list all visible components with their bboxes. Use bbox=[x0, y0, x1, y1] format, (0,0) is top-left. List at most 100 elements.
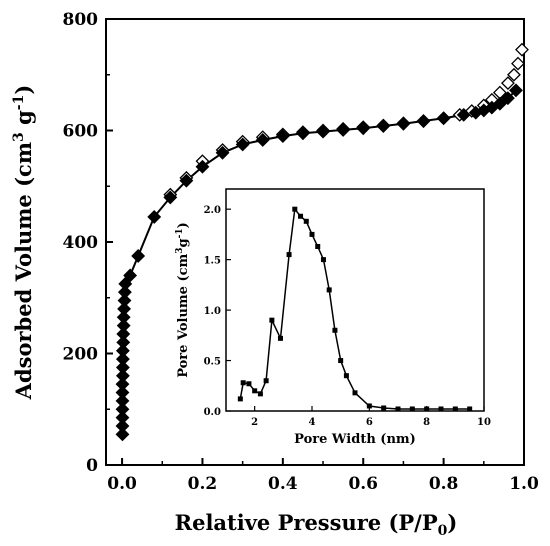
desorption-point bbox=[507, 67, 521, 82]
adsorption-point bbox=[396, 116, 411, 131]
inset-series-line bbox=[239, 207, 470, 410]
inset-data-point bbox=[277, 335, 283, 341]
adsorption-point bbox=[123, 268, 138, 283]
adsorption-point bbox=[255, 133, 270, 147]
adsorption-point bbox=[131, 249, 146, 263]
adsorption-point bbox=[115, 410, 130, 425]
inset-y-tick-label: 0.5 bbox=[204, 357, 221, 368]
inset-data-point bbox=[237, 396, 243, 402]
inset-x-tick-label: 4 bbox=[309, 417, 316, 428]
adsorption-point bbox=[501, 91, 515, 106]
adsorption-point bbox=[376, 119, 391, 133]
adsorption-point bbox=[116, 310, 131, 325]
adsorption-point bbox=[147, 209, 162, 224]
inset-x-tick-label: 2 bbox=[251, 417, 258, 428]
inset-data-point bbox=[338, 358, 344, 364]
inset-data-marks bbox=[237, 206, 473, 412]
main-y-tick-label: 0 bbox=[86, 456, 98, 476]
adsorption-point bbox=[117, 301, 132, 316]
adsorption-point bbox=[117, 293, 132, 308]
desorption-point bbox=[501, 76, 515, 91]
adsorption-point bbox=[115, 402, 130, 417]
inset-x-tick-label: 8 bbox=[423, 417, 430, 428]
adsorption-point bbox=[456, 107, 471, 122]
adsorption-point bbox=[115, 360, 130, 375]
main-tick-labels: 0.0 0.2 0.4 0.6 0.8 1.0 0 200 400 600 800 bbox=[63, 10, 539, 494]
adsorption-point bbox=[492, 96, 507, 111]
inset-data-point bbox=[352, 390, 358, 396]
inset-y-axis-label: Pore Volume (cm3g-1) bbox=[175, 222, 191, 378]
main-data-marks bbox=[115, 42, 529, 442]
main-y-tick-label: 400 bbox=[63, 233, 99, 253]
adsorption-point bbox=[316, 124, 330, 139]
main-ticks bbox=[106, 18, 525, 466]
inset-data-point bbox=[320, 257, 326, 263]
inset-data-point bbox=[303, 218, 309, 224]
inset-y-tick-label: 2.0 bbox=[204, 205, 221, 216]
inset-data-point bbox=[424, 406, 430, 412]
inset-data-point bbox=[381, 405, 387, 411]
inset-data-point bbox=[263, 378, 269, 384]
inset-data-point bbox=[452, 406, 458, 412]
inset-plot-frame bbox=[225, 188, 485, 412]
inset-x-tick-label: 6 bbox=[366, 417, 373, 428]
adsorption-point bbox=[116, 335, 131, 350]
main-y-tick-label: 200 bbox=[63, 345, 99, 365]
adsorption-point bbox=[215, 145, 230, 160]
inset-data-point bbox=[332, 327, 338, 333]
main-x-tick-label: 1.0 bbox=[509, 474, 539, 494]
adsorption-point bbox=[195, 159, 210, 174]
main-x-tick-label: 0.4 bbox=[268, 474, 298, 494]
adsorption-point bbox=[116, 318, 131, 333]
inset-data-point bbox=[240, 380, 246, 386]
inset-data-point bbox=[286, 252, 292, 258]
inset-data-point bbox=[395, 406, 401, 412]
adsorption-point bbox=[115, 343, 130, 358]
adsorption-point bbox=[115, 377, 130, 392]
main-x-axis-label: Relative Pressure (P/P0) bbox=[175, 510, 458, 539]
inset-y-tick-label: 1.0 bbox=[204, 306, 221, 317]
adsorption-point bbox=[179, 173, 194, 188]
adsorption-point bbox=[509, 83, 523, 98]
main-x-tick-label: 0.0 bbox=[107, 474, 137, 494]
inset-data-point bbox=[409, 406, 415, 412]
main-y-axis-label: Adsorbed Volume (cm3 g-1) bbox=[11, 85, 36, 401]
adsorption-point bbox=[163, 190, 178, 205]
adsorption-point bbox=[115, 352, 130, 366]
adsorption-point bbox=[115, 385, 130, 400]
adsorption-point bbox=[115, 419, 130, 433]
inset-data-point bbox=[438, 406, 444, 412]
inset-data-point bbox=[298, 213, 304, 219]
adsorption-point bbox=[296, 126, 310, 141]
inset-data-point bbox=[366, 403, 372, 409]
adsorption-point bbox=[116, 327, 131, 341]
main-y-tick-label: 600 bbox=[63, 122, 99, 142]
main-x-tick-label: 0.8 bbox=[429, 474, 459, 494]
inset-y-tick-label: 1.5 bbox=[204, 256, 221, 267]
inset-y-tick-label: 0.0 bbox=[204, 407, 221, 418]
adsorption-point bbox=[118, 276, 133, 291]
inset-tick-labels: 2 4 6 8 10 0.0 0.5 1.0 1.5 2.0 bbox=[204, 205, 491, 428]
inset-x-tick-label: 10 bbox=[477, 417, 491, 428]
desorption-point bbox=[511, 56, 525, 71]
adsorption-point bbox=[416, 114, 431, 128]
inset-data-point bbox=[467, 406, 473, 412]
desorption-point bbox=[515, 42, 529, 57]
inset-data-point bbox=[309, 231, 315, 237]
inset-data-point bbox=[292, 206, 298, 212]
adsorption-point bbox=[115, 368, 130, 383]
adsorption-point bbox=[356, 121, 371, 136]
adsorption-point bbox=[115, 393, 130, 408]
inset-data-point bbox=[326, 287, 332, 293]
inset-x-axis-label: Pore Width (nm) bbox=[294, 432, 416, 447]
adsorption-point bbox=[115, 427, 130, 442]
main-x-tick-label: 0.6 bbox=[348, 474, 378, 494]
main-y-tick-label: 800 bbox=[63, 10, 99, 30]
inset-data-point bbox=[269, 317, 275, 323]
inset-data-point bbox=[246, 381, 252, 387]
inset-data-point bbox=[257, 391, 263, 397]
inset-data-point bbox=[315, 244, 321, 250]
adsorption-point bbox=[117, 285, 132, 300]
adsorption-point bbox=[235, 137, 250, 152]
